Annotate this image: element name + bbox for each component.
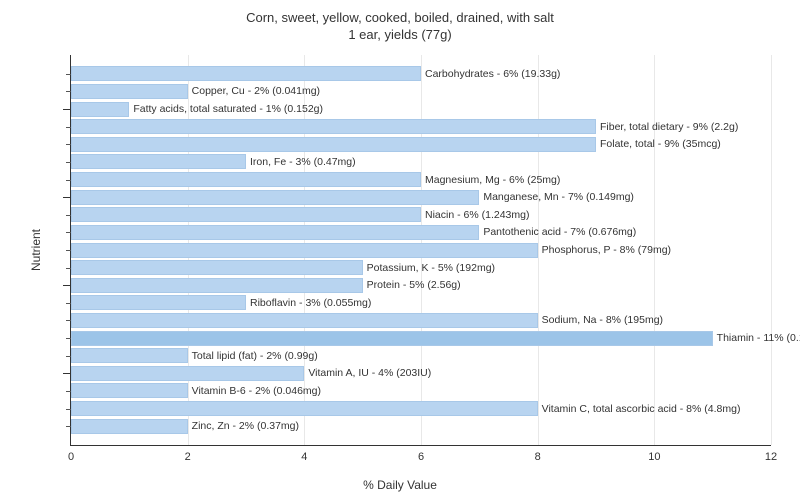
bar-label: Fatty acids, total saturated - 1% (0.152… (129, 102, 323, 117)
x-axis-label: % Daily Value (363, 478, 437, 492)
chart-title: Corn, sweet, yellow, cooked, boiled, dra… (0, 0, 800, 44)
gridline (771, 55, 772, 445)
bar-label: Zinc, Zn - 2% (0.37mg) (188, 419, 299, 434)
bar-row: Phosphorus, P - 8% (79mg) (71, 243, 771, 258)
bar-row: Magnesium, Mg - 6% (25mg) (71, 172, 771, 187)
bar-label: Vitamin A, IU - 4% (203IU) (304, 366, 431, 381)
bar-label: Vitamin B-6 - 2% (0.046mg) (188, 383, 321, 398)
bar-label: Magnesium, Mg - 6% (25mg) (421, 172, 560, 187)
title-line2: 1 ear, yields (77g) (348, 27, 451, 42)
nutrient-bar (71, 278, 363, 293)
plot-area: 024681012 Carbohydrates - 6% (19.33g)Cop… (70, 55, 771, 446)
bars-container: Carbohydrates - 6% (19.33g) Copper, Cu - … (71, 55, 771, 445)
bar-row: Vitamin A, IU - 4% (203IU) (71, 366, 771, 381)
bar-row: Total lipid (fat) - 2% (0.99g) (71, 348, 771, 363)
bar-row: Zinc, Zn - 2% (0.37mg) (71, 419, 771, 434)
nutrient-bar (71, 331, 713, 346)
bar-row: Iron, Fe - 3% (0.47mg) (71, 154, 771, 169)
y-axis-label: Nutrient (29, 229, 43, 271)
x-tick-label: 0 (68, 451, 74, 463)
nutrient-chart: Corn, sweet, yellow, cooked, boiled, dra… (0, 0, 800, 500)
bar-label: Potassium, K - 5% (192mg) (363, 260, 495, 275)
bar-row: Carbohydrates - 6% (19.33g) (71, 66, 771, 81)
bar-row: Potassium, K - 5% (192mg) (71, 260, 771, 275)
y-tick-major (63, 373, 71, 374)
bar-label: Riboflavin - 3% (0.055mg) (246, 295, 371, 310)
bar-label: Iron, Fe - 3% (0.47mg) (246, 154, 356, 169)
bar-row: Manganese, Mn - 7% (0.149mg) (71, 190, 771, 205)
nutrient-bar (71, 243, 538, 258)
x-tick-label: 10 (648, 451, 660, 463)
nutrient-bar (71, 207, 421, 222)
bar-row: Vitamin C, total ascorbic acid - 8% (4.8… (71, 401, 771, 416)
bar-label: Vitamin C, total ascorbic acid - 8% (4.8… (538, 401, 741, 416)
nutrient-bar (71, 419, 188, 434)
bar-label: Folate, total - 9% (35mcg) (596, 137, 721, 152)
bar-label: Copper, Cu - 2% (0.041mg) (188, 84, 320, 99)
title-line1: Corn, sweet, yellow, cooked, boiled, dra… (246, 10, 554, 25)
bar-row: Vitamin B-6 - 2% (0.046mg) (71, 383, 771, 398)
bar-row: Niacin - 6% (1.243mg) (71, 207, 771, 222)
bar-row: Thiamin - 11% (0.166mg) (71, 331, 771, 346)
y-tick-major (63, 109, 71, 110)
nutrient-bar (71, 366, 304, 381)
bar-label: Niacin - 6% (1.243mg) (421, 207, 529, 222)
nutrient-bar (71, 348, 188, 363)
nutrient-bar (71, 401, 538, 416)
y-tick-major (63, 197, 71, 198)
bar-label: Phosphorus, P - 8% (79mg) (538, 243, 671, 258)
nutrient-bar (71, 295, 246, 310)
bar-row: Protein - 5% (2.56g) (71, 278, 771, 293)
nutrient-bar (71, 119, 596, 134)
bar-label: Pantothenic acid - 7% (0.676mg) (479, 225, 636, 240)
nutrient-bar (71, 313, 538, 328)
bar-label: Sodium, Na - 8% (195mg) (538, 313, 663, 328)
bar-label: Thiamin - 11% (0.166mg) (713, 331, 800, 346)
bar-row: Sodium, Na - 8% (195mg) (71, 313, 771, 328)
bar-label: Carbohydrates - 6% (19.33g) (421, 66, 560, 81)
nutrient-bar (71, 383, 188, 398)
nutrient-bar (71, 102, 129, 117)
nutrient-bar (71, 154, 246, 169)
bar-row: Riboflavin - 3% (0.055mg) (71, 295, 771, 310)
bar-label: Manganese, Mn - 7% (0.149mg) (479, 190, 634, 205)
bar-row: Copper, Cu - 2% (0.041mg) (71, 84, 771, 99)
x-tick-label: 12 (765, 451, 777, 463)
bar-row: Fiber, total dietary - 9% (2.2g) (71, 119, 771, 134)
nutrient-bar (71, 225, 479, 240)
y-tick-major (63, 285, 71, 286)
bar-row: Folate, total - 9% (35mcg) (71, 137, 771, 152)
bar-row: Fatty acids, total saturated - 1% (0.152… (71, 102, 771, 117)
nutrient-bar (71, 66, 421, 81)
nutrient-bar (71, 172, 421, 187)
nutrient-bar (71, 190, 479, 205)
x-tick-label: 8 (535, 451, 541, 463)
nutrient-bar (71, 84, 188, 99)
x-tick-label: 4 (301, 451, 307, 463)
bar-label: Protein - 5% (2.56g) (363, 278, 461, 293)
bar-label: Fiber, total dietary - 9% (2.2g) (596, 119, 738, 134)
nutrient-bar (71, 137, 596, 152)
x-tick-label: 6 (418, 451, 424, 463)
nutrient-bar (71, 260, 363, 275)
bar-row: Pantothenic acid - 7% (0.676mg) (71, 225, 771, 240)
x-tick-label: 2 (185, 451, 191, 463)
bar-label: Total lipid (fat) - 2% (0.99g) (188, 348, 318, 363)
